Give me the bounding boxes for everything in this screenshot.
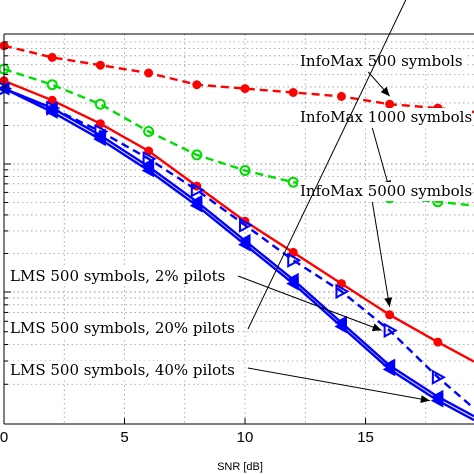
series-3-point-6 xyxy=(287,252,302,268)
series-3-point-4 xyxy=(190,182,205,198)
series-0-point-8 xyxy=(385,99,395,109)
annotation-arrowhead-2 xyxy=(384,297,393,307)
series-3-point-8 xyxy=(383,322,398,339)
series-1-point-3 xyxy=(143,126,155,137)
annotation-arrowhead-5 xyxy=(420,395,430,403)
series-5-point-8 xyxy=(382,362,396,377)
annotation-arrow-1 xyxy=(371,127,391,190)
annotation-arrowhead-0 xyxy=(380,86,390,97)
series-0-point-5 xyxy=(240,84,250,94)
series-5-point-2 xyxy=(93,132,106,147)
series-1-point-1 xyxy=(46,79,58,91)
x-tick-label-1: 5 xyxy=(120,429,128,446)
annotation-arrow-5 xyxy=(247,367,430,402)
series-0-point-3 xyxy=(144,68,154,78)
series-5-point-9 xyxy=(430,393,444,408)
annotation-bg-0 xyxy=(298,52,465,71)
series-3-point-7 xyxy=(335,283,350,300)
annotation-2: InfoMax 5000 symbols xyxy=(300,182,472,200)
annotation-bg-2 xyxy=(298,182,472,201)
annotation-bg-4 xyxy=(8,319,237,338)
series-0-point-7 xyxy=(336,91,346,101)
series-3-point-9 xyxy=(431,369,446,385)
series-1-point-5 xyxy=(239,165,251,176)
annotation-4: LMS 500 symbols, 20% pilots xyxy=(10,319,235,337)
series-5-point-4 xyxy=(189,198,203,213)
series-5-point-7 xyxy=(334,319,347,334)
series-3 xyxy=(0,82,474,410)
series-5 xyxy=(0,81,474,422)
series-1-point-4 xyxy=(191,149,203,161)
series-5-point-3 xyxy=(141,163,155,178)
series-1-point-2 xyxy=(94,98,106,110)
series-0-point-6 xyxy=(288,88,298,97)
annotation-0: InfoMax 500 symbols xyxy=(300,52,463,70)
annotation-bg-5 xyxy=(8,361,237,380)
series-2-point-9 xyxy=(433,337,443,347)
x-tick-label-3: 15 xyxy=(357,429,374,446)
annotation-bg-1 xyxy=(298,108,472,127)
series-5-point-5 xyxy=(237,237,251,252)
annotation-arrow-3 xyxy=(237,275,382,331)
annotation-5: LMS 500 symbols, 40% pilots xyxy=(10,361,235,379)
series-0-point-1 xyxy=(47,52,57,62)
x-tick-label-0: 0 xyxy=(0,429,8,446)
annotation-arrowhead-3 xyxy=(371,323,382,331)
x-tick-label-2: 10 xyxy=(237,429,254,446)
annotation-1: InfoMax 1000 symbols xyxy=(300,108,472,126)
series-0-point-2 xyxy=(95,60,105,70)
series-line-0 xyxy=(3,44,474,114)
annotation-3: LMS 500 symbols, 2% pilots xyxy=(10,267,225,285)
series-0-point-4 xyxy=(192,80,202,90)
series-1-point-6 xyxy=(287,176,299,188)
axes: 0 5 10 15 xyxy=(0,33,474,446)
x-axis-label: SNR [dB] xyxy=(217,461,263,473)
series-5-point-1 xyxy=(45,105,58,119)
series-line-3 xyxy=(3,87,474,410)
series-3-point-3 xyxy=(142,151,157,167)
series-line-1 xyxy=(3,67,474,207)
series-3-point-5 xyxy=(239,217,254,233)
annotations-layer: InfoMax 500 symbols InfoMax 1000 symbols I… xyxy=(8,0,472,403)
annotation-arrow-4 xyxy=(247,0,407,330)
series-5-point-6 xyxy=(286,276,299,291)
annotation-arrow-2 xyxy=(371,201,391,307)
series-2-point-8 xyxy=(385,310,395,320)
annotation-bg-3 xyxy=(8,267,228,286)
